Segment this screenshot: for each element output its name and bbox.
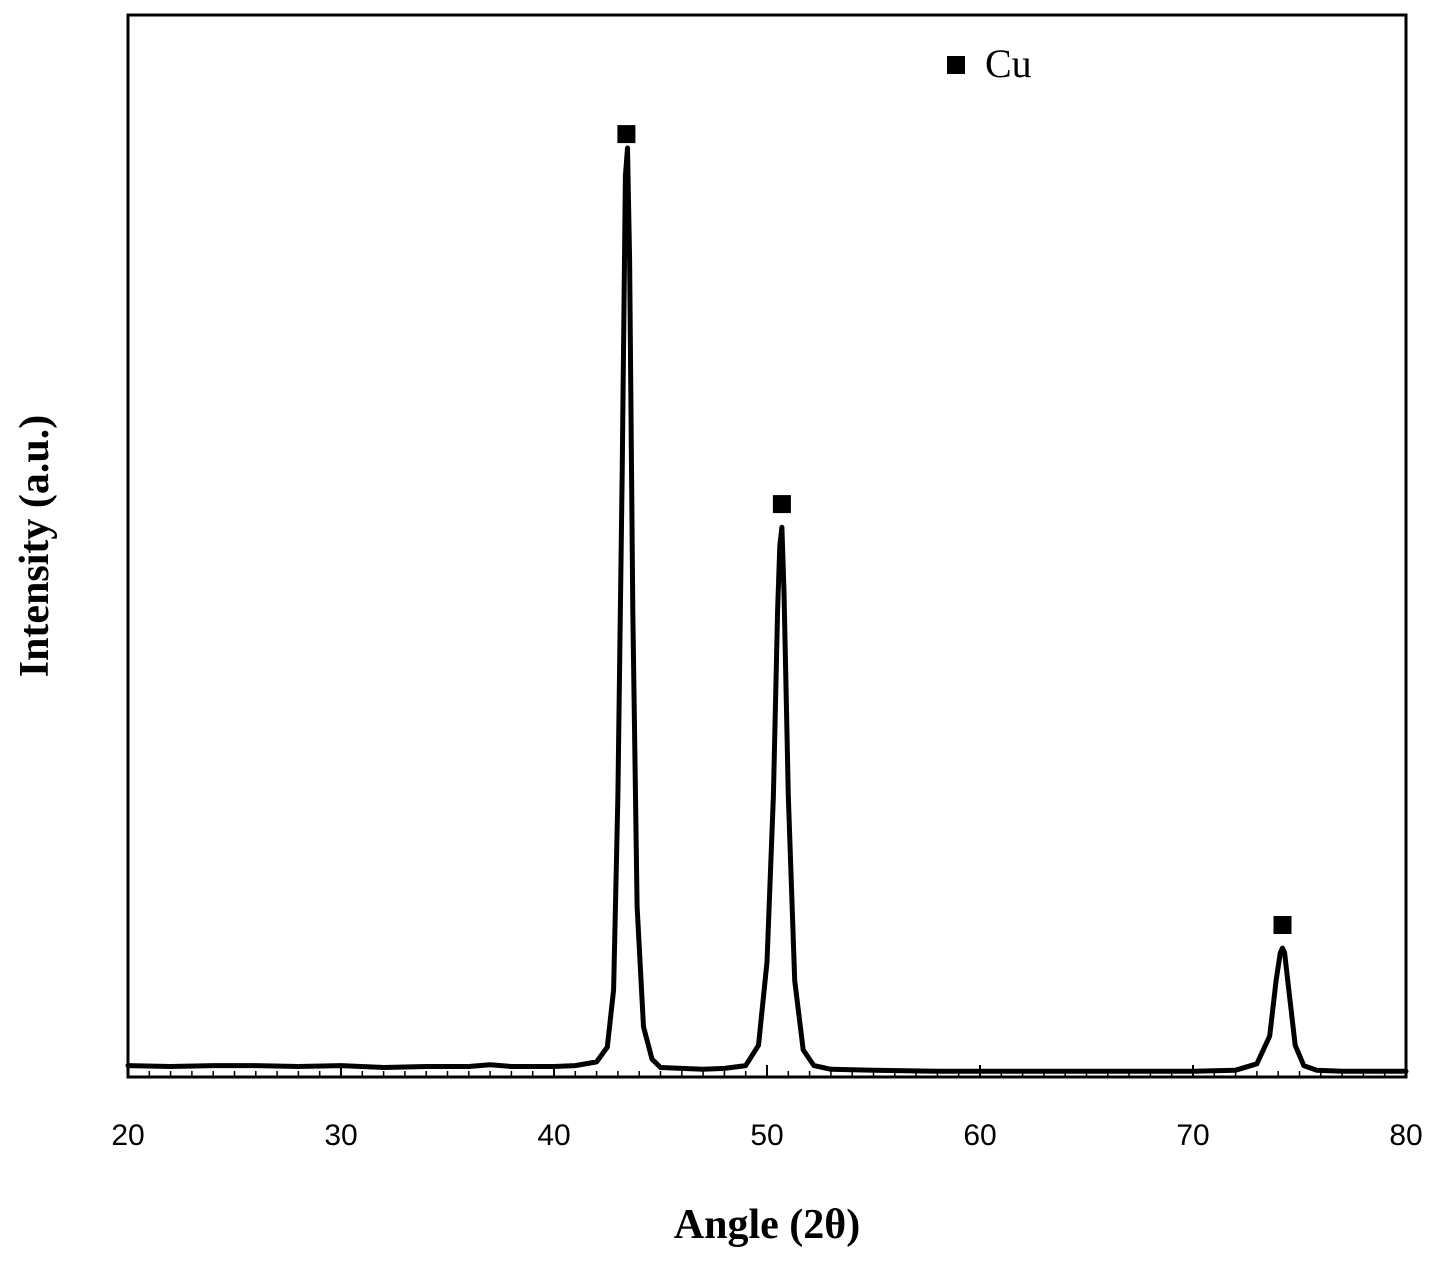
peak-markers bbox=[617, 125, 1292, 934]
legend: Cu bbox=[947, 41, 1032, 86]
x-tick-label: 70 bbox=[1176, 1119, 1209, 1152]
y-axis-title: Intensity (a.u.) bbox=[12, 415, 58, 678]
peak-marker bbox=[1273, 916, 1292, 934]
x-tick-label: 50 bbox=[750, 1119, 783, 1152]
x-tick-label: 60 bbox=[963, 1119, 996, 1152]
x-tick-label: 80 bbox=[1389, 1119, 1422, 1152]
x-axis-tick-labels: 20 30 40 50 60 70 80 bbox=[111, 1119, 1422, 1152]
peak-marker bbox=[617, 125, 636, 144]
legend-label: Cu bbox=[985, 41, 1032, 86]
series-line bbox=[125, 145, 1409, 1074]
x-axis-title: Angle (2θ) bbox=[674, 1202, 860, 1248]
x-tick-label: 40 bbox=[537, 1119, 570, 1152]
x-tick-label: 20 bbox=[111, 1119, 144, 1152]
peak-marker bbox=[772, 495, 791, 514]
x-tick-label: 30 bbox=[324, 1119, 357, 1152]
legend-marker bbox=[947, 56, 965, 74]
